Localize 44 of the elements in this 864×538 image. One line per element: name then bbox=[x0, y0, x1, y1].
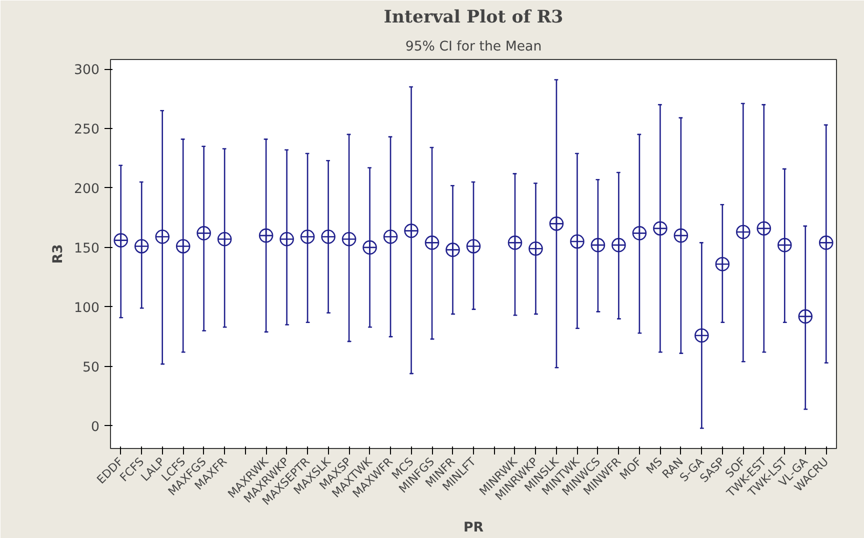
point bbox=[798, 309, 813, 324]
point bbox=[446, 242, 460, 257]
point bbox=[590, 238, 606, 252]
point bbox=[134, 239, 149, 254]
point bbox=[818, 236, 834, 250]
point bbox=[736, 224, 750, 240]
y-tick-label: 250 bbox=[74, 122, 100, 138]
point bbox=[653, 221, 668, 236]
point bbox=[508, 236, 522, 250]
point bbox=[777, 238, 792, 252]
point bbox=[114, 233, 128, 248]
x-axis-title: PR bbox=[463, 520, 484, 536]
y-tick-label: 200 bbox=[74, 182, 100, 197]
y-tick-label: 0 bbox=[91, 420, 100, 435]
chart-subtitle: 95% CI for the Mean bbox=[405, 40, 542, 54]
y-tick-label: 300 bbox=[74, 63, 100, 78]
point bbox=[632, 226, 647, 240]
point bbox=[155, 230, 170, 244]
point bbox=[424, 236, 440, 250]
point bbox=[258, 228, 274, 243]
y-tick-label: 50 bbox=[82, 360, 100, 376]
point bbox=[362, 240, 377, 255]
y-tick-label: 150 bbox=[74, 241, 100, 256]
point bbox=[756, 221, 772, 236]
y-axis-title: R3 bbox=[51, 244, 66, 264]
point bbox=[612, 238, 626, 252]
point bbox=[176, 239, 190, 254]
chart-title: Interval Plot of R3 bbox=[384, 8, 564, 28]
point bbox=[466, 239, 481, 254]
point bbox=[321, 230, 336, 244]
point bbox=[570, 234, 584, 249]
point bbox=[383, 230, 398, 244]
point bbox=[196, 226, 211, 240]
point bbox=[342, 232, 356, 246]
point bbox=[528, 241, 543, 256]
point bbox=[694, 328, 709, 343]
point bbox=[715, 256, 730, 272]
point bbox=[404, 224, 418, 238]
point bbox=[300, 230, 315, 244]
point bbox=[217, 232, 232, 246]
point bbox=[674, 228, 688, 243]
point bbox=[280, 232, 294, 246]
y-tick-label: 100 bbox=[74, 300, 100, 316]
point bbox=[549, 216, 564, 231]
